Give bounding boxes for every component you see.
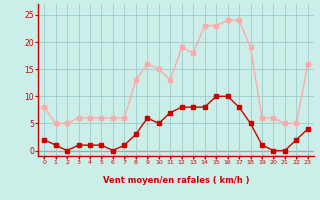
X-axis label: Vent moyen/en rafales ( km/h ): Vent moyen/en rafales ( km/h ) — [103, 176, 249, 185]
Text: ↓: ↓ — [179, 154, 185, 161]
Text: ↓: ↓ — [247, 154, 254, 161]
Text: ↓: ↓ — [110, 154, 116, 161]
Text: ↓: ↓ — [144, 154, 151, 161]
Text: ↓: ↓ — [121, 154, 128, 161]
Text: ↓: ↓ — [132, 154, 139, 161]
Text: ↓: ↓ — [282, 154, 288, 161]
Text: ↓: ↓ — [213, 154, 220, 161]
Text: ↓: ↓ — [293, 154, 300, 161]
Text: ↓: ↓ — [98, 154, 105, 161]
Text: ↓: ↓ — [52, 154, 59, 161]
Text: ↓: ↓ — [41, 154, 47, 161]
Text: ↓: ↓ — [305, 154, 311, 161]
Text: ↓: ↓ — [87, 154, 93, 161]
Text: ↓: ↓ — [236, 154, 242, 161]
Text: ↓: ↓ — [224, 154, 231, 161]
Text: ↓: ↓ — [75, 154, 82, 161]
Text: ↓: ↓ — [64, 154, 70, 161]
Text: ↓: ↓ — [156, 154, 162, 161]
Text: ↓: ↓ — [167, 154, 173, 161]
Text: ↓: ↓ — [270, 154, 277, 161]
Text: ↓: ↓ — [259, 154, 265, 161]
Text: ↓: ↓ — [190, 154, 196, 161]
Text: ↓: ↓ — [201, 154, 208, 161]
